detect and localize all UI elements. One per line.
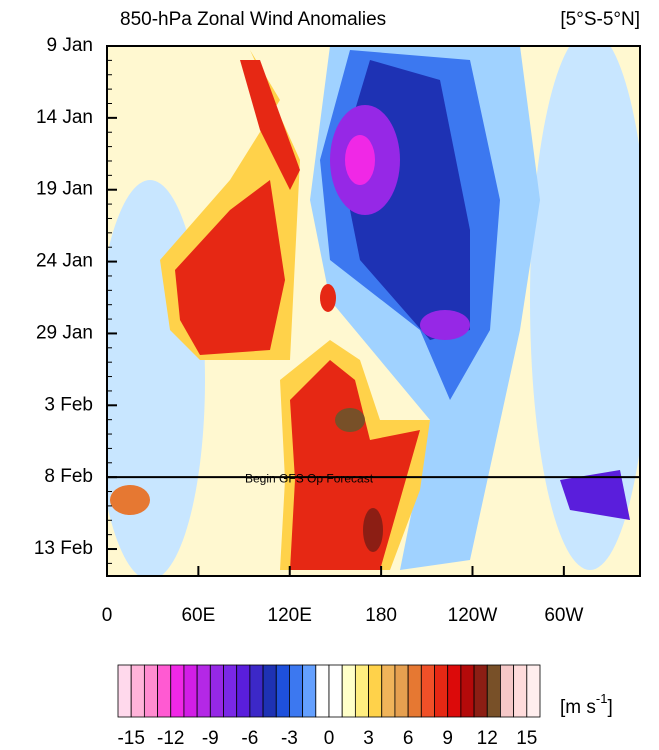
y-tick-label: 3 Feb [44, 394, 93, 415]
colorbar-box [223, 664, 238, 718]
region-label: [5°S-5°N] [560, 9, 640, 30]
colorbar-box [407, 664, 422, 718]
units-base: [m s [560, 697, 596, 718]
colorbar-tick-label: 9 [442, 728, 453, 749]
colorbar-box [262, 664, 277, 718]
colorbar-tick-label: 6 [403, 728, 414, 749]
anomaly-field [107, 46, 640, 576]
colorbar-box [143, 664, 158, 718]
colorbar-box [394, 664, 409, 718]
colorbar-box [117, 664, 132, 718]
colorbar-box [328, 664, 343, 718]
y-tick-label: 8 Feb [44, 466, 93, 487]
colorbar-box [236, 664, 251, 718]
y-tick-label: 24 Jan [36, 251, 93, 272]
colorbar-tick-label: 3 [363, 728, 374, 749]
colorbar-box [183, 664, 198, 718]
colorbar-box [196, 664, 211, 718]
colorbar-box [500, 664, 515, 718]
x-tick-label: 180 [365, 605, 397, 626]
colorbar-box [420, 664, 435, 718]
x-tick-label: 0 [102, 605, 113, 626]
chart-title: 850-hPa Zonal Wind Anomalies [120, 9, 386, 30]
x-tick-label: 120W [448, 605, 498, 626]
units-close: ] [607, 697, 612, 718]
colorbar-box [315, 664, 330, 718]
colorbar-box [289, 664, 304, 718]
units-exponent: -1 [596, 691, 608, 706]
colorbar-box [302, 664, 317, 718]
colorbar-tick-label: 0 [324, 728, 335, 749]
x-tick-label: 60W [544, 605, 583, 626]
plot-frame [106, 45, 641, 577]
colorbar-tick-label: 15 [516, 728, 537, 749]
colorbar-tick-label: -3 [281, 728, 298, 749]
y-tick-label: 9 Jan [47, 35, 93, 56]
colorbar-box [341, 664, 356, 718]
colorbar-box [486, 664, 501, 718]
colorbar-tick-label: -12 [157, 728, 184, 749]
colorbar-tick-label: -15 [117, 728, 144, 749]
forecast-annotation: Begin GFS Op Forecast [245, 471, 374, 485]
colorbar-box [381, 664, 396, 718]
colorbar-box [434, 664, 449, 718]
colorbar-box [209, 664, 224, 718]
colorbar-box [473, 664, 488, 718]
y-tick-label: 14 Jan [36, 107, 93, 128]
colorbar-box [526, 664, 541, 718]
colorbar-tick-label: 12 [477, 728, 498, 749]
colorbar-tick-label: -6 [241, 728, 258, 749]
colorbar-box [447, 664, 462, 718]
y-tick-label: 29 Jan [36, 322, 93, 343]
colorbar-box [513, 664, 528, 718]
colorbar-box [275, 664, 290, 718]
colorbar-box [249, 664, 264, 718]
x-tick-label: 60E [181, 605, 215, 626]
colorbar-box [130, 664, 145, 718]
y-tick-label: 19 Jan [36, 179, 93, 200]
colorbar-box [460, 664, 475, 718]
colorbar-box [368, 664, 383, 718]
colorbar-box [157, 664, 172, 718]
colorbar-tick-label: -9 [202, 728, 219, 749]
y-tick-label: 13 Feb [34, 538, 93, 559]
colorbar-box [354, 664, 369, 718]
colorbar-units: [m s-1] [560, 691, 613, 718]
x-tick-label: 120E [268, 605, 312, 626]
colorbar-box [170, 664, 185, 718]
